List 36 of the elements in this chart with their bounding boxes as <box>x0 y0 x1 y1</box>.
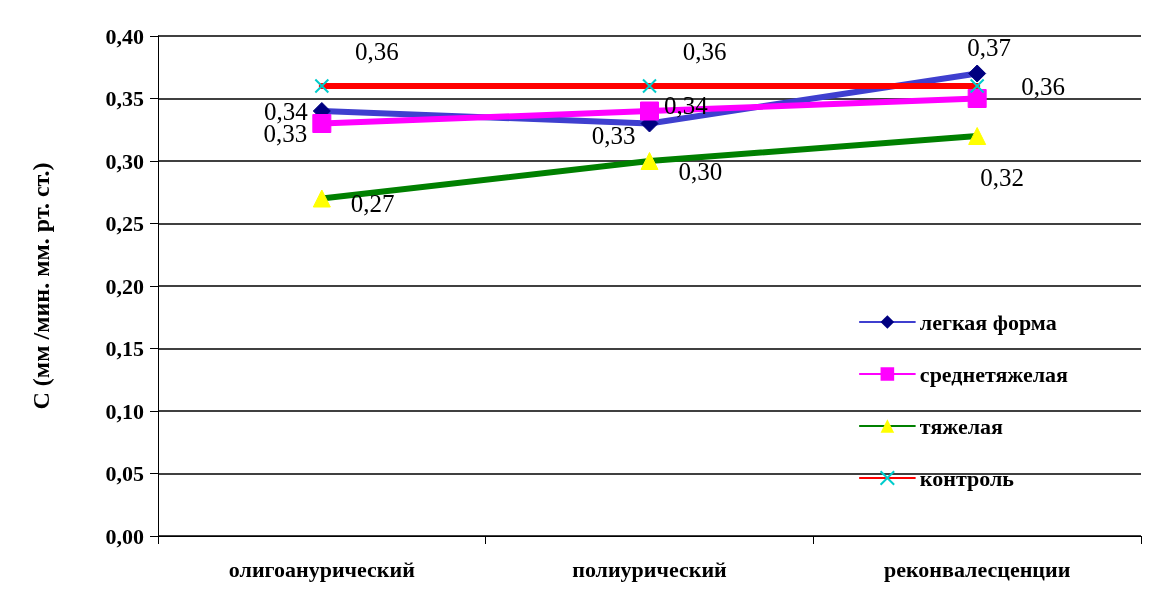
point <box>968 127 987 145</box>
y-tick-label: 0,15 <box>105 336 144 361</box>
point <box>640 152 659 170</box>
y-tick-label: 0,10 <box>105 398 144 424</box>
data-label: 0,30 <box>678 157 723 185</box>
legend-label: тяжелая <box>919 413 1004 439</box>
data-label: 0,33 <box>591 122 636 149</box>
data-label: 0,36 <box>682 38 727 65</box>
point <box>967 89 987 108</box>
data-label: 0,32 <box>980 164 1025 191</box>
y-tick-label: 0,05 <box>105 461 144 486</box>
x-tick-label: полиурический <box>572 556 728 582</box>
point <box>314 78 330 94</box>
y-axis-title: С (мм /мин. мм. рт. ст.) <box>28 162 54 410</box>
data-label: 0,34 <box>264 97 309 125</box>
point <box>968 64 987 83</box>
y-tick-label: 0,25 <box>105 211 144 236</box>
data-label: 0,37 <box>967 33 1012 61</box>
data-label: 0,36 <box>1021 72 1065 100</box>
point <box>312 189 331 208</box>
point <box>640 101 659 121</box>
x-tick-label: реконвалесценции <box>883 556 1071 582</box>
legend-label: контроль <box>919 465 1015 491</box>
point <box>969 78 985 94</box>
legend-label: среднетяжелая <box>919 361 1069 387</box>
legend-label: легкая форма <box>919 309 1057 335</box>
y-tick-label: 0,40 <box>105 23 144 49</box>
point <box>642 78 657 94</box>
y-tick-label: 0,00 <box>105 523 144 549</box>
y-tick-label: 0,35 <box>105 86 144 111</box>
point <box>312 114 332 133</box>
x-tick-label: олигоанурический <box>228 556 416 582</box>
y-tick-label: 0,30 <box>105 148 144 174</box>
data-label: 0,36 <box>354 38 399 65</box>
y-tick-label: 0,20 <box>105 273 144 299</box>
data-label: 0,27 <box>350 190 395 217</box>
